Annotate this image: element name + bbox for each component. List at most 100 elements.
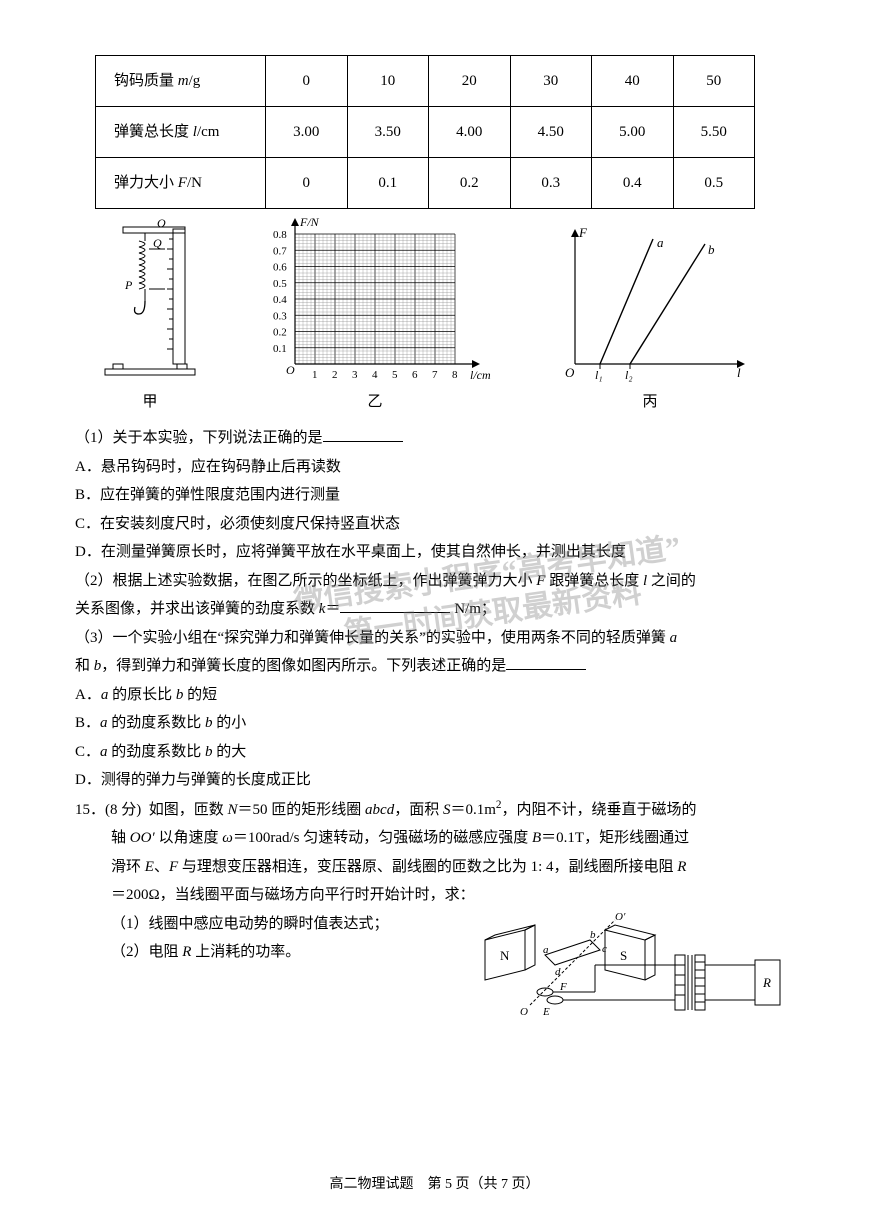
figure-yi: F/N l/cm O 0.1 0.2 0.3 0.4 0.5 0.6 0.7 0.8 1 2 3 4…: [250, 214, 500, 417]
svg-text:2: 2: [332, 369, 338, 381]
figure-bing: a b l₁ l₂ O F l 丙: [545, 219, 755, 417]
footer-text: 页（共: [452, 1177, 501, 1192]
figure-row: O Q P 甲 F/N l/cm O 0.10.20.30.40.50.60.7…: [95, 221, 755, 416]
svg-text:0.3: 0.3: [273, 310, 287, 322]
label-R: R: [762, 975, 771, 990]
svg-text:3: 3: [352, 369, 358, 381]
label-O: O: [520, 1006, 528, 1018]
x-axis-label: l/cm: [470, 368, 491, 382]
table-cell: 20: [429, 56, 511, 107]
circuit-diagram: N S a b c d O′ O F E: [475, 910, 794, 1040]
table-cell: 4.00: [429, 107, 511, 158]
table-cell: 5.00: [592, 107, 674, 158]
table-header-cell: 钩码质量 m/g: [96, 56, 266, 107]
label-P: P: [124, 278, 133, 292]
q3-line1: （3）一个实验小组在“探究弹力和弹簧伸长量的关系”的实验中，使用两条不同的轻质弹…: [75, 624, 794, 653]
table-cell: 0.5: [673, 158, 755, 209]
label-E: E: [542, 1006, 550, 1018]
magnet-n: N: [500, 948, 510, 963]
label-a: a: [543, 944, 549, 956]
table-cell: 3.50: [347, 107, 429, 158]
table-header-cell: 弹簧总长度 l/cm: [96, 107, 266, 158]
magnet-s: S: [620, 948, 627, 963]
table-header-cell: 弹力大小 F/N: [96, 158, 266, 209]
table-row: 弹力大小 F/N 0 0.1 0.2 0.3 0.4 0.5: [96, 158, 755, 209]
table-cell: 50: [673, 56, 755, 107]
grid-chart: F/N l/cm O 0.1 0.2 0.3 0.4 0.5 0.6 0.7 0.8 1 2 3 4…: [250, 214, 500, 384]
figure-label: 乙: [367, 388, 382, 417]
line-a-label: a: [657, 235, 664, 250]
svg-text:0.2: 0.2: [273, 326, 287, 338]
q15-line3: 滑环 E、F 与理想变压器相连，变压器原、副线圈的匝数之比为 1: 4，副线圈所…: [111, 853, 794, 882]
data-table: 钩码质量 m/g 0 10 20 30 40 50 弹簧总长度 l/cm 3.0…: [95, 55, 755, 209]
table-cell: 40: [592, 56, 674, 107]
q15-p2: （2）电阻 R 上消耗的功率。: [111, 938, 445, 967]
label-O: O: [157, 219, 166, 230]
origin-label: O: [565, 365, 575, 380]
svg-text:0.6: 0.6: [273, 261, 287, 273]
q2-line1: （2）根据上述实验数据，在图乙所示的坐标纸上，作出弹簧弹力大小 F 跟弹簧总长度…: [75, 567, 794, 596]
svg-text:1: 1: [312, 369, 318, 381]
table-cell: 10: [347, 56, 429, 107]
svg-text:0.5: 0.5: [273, 277, 287, 289]
table-cell: 0.1: [347, 158, 429, 209]
label-Q: Q: [153, 236, 162, 250]
l2-label: l₂: [625, 368, 633, 382]
svg-text:0.1: 0.1: [273, 342, 287, 354]
footer-page: 5: [445, 1177, 452, 1192]
svg-text:4: 4: [372, 369, 378, 381]
footer-total: 7: [501, 1177, 508, 1192]
footer-text: 页）: [508, 1177, 540, 1192]
table-cell: 5.50: [673, 107, 755, 158]
svg-text:7: 7: [432, 369, 438, 381]
label-F: F: [559, 981, 567, 993]
q2-unit: N/m；: [450, 601, 495, 617]
q1-opt-b: B．应在弹簧的弹性限度范围内进行测量: [75, 481, 794, 510]
q3-opt-b: B．a 的劲度系数比 b 的小: [75, 709, 794, 738]
q2-line2: 关系图像，并求出该弹簧的劲度系数 k＝ N/m；: [75, 595, 794, 624]
svg-text:6: 6: [412, 369, 418, 381]
q15-p1: （1）线圈中感应电动势的瞬时值表达式；: [111, 910, 445, 939]
label-c: c: [602, 943, 607, 955]
page: 钩码质量 m/g 0 10 20 30 40 50 弹簧总长度 l/cm 3.0…: [0, 0, 869, 1229]
q3-line2: 和 b，得到弹力和弹簧长度的图像如图丙所示。下列表述正确的是: [75, 652, 794, 681]
table-cell: 0.2: [429, 158, 511, 209]
apparatus-icon: O Q P: [95, 219, 205, 384]
figure-label: 丙: [642, 388, 657, 417]
q1-stem: （1）关于本实验，下列说法正确的是: [75, 424, 794, 453]
svg-text:5: 5: [392, 369, 398, 381]
q15-line1: 15．(8 分) 如图，匝数 N＝50 匝的矩形线圈 abcd，面积 S＝0.1…: [75, 795, 794, 825]
figure-label: 甲: [142, 388, 157, 417]
table-cell: 0: [266, 158, 348, 209]
l1-label: l₁: [595, 368, 603, 382]
q3-opt-c: C．a 的劲度系数比 b 的大: [75, 738, 794, 767]
q1-stem-text: （1）关于本实验，下列说法正确的是: [75, 430, 323, 446]
y-axis-label: F/N: [299, 215, 320, 229]
origin-label: O: [286, 363, 295, 377]
svg-text:0.7: 0.7: [273, 245, 287, 257]
table-cell: 30: [510, 56, 592, 107]
q1-opt-a: A．悬吊钩码时，应在钩码静止后再读数: [75, 453, 794, 482]
figure-jia: O Q P 甲: [95, 219, 205, 417]
q3-opt-a: A．a 的原长比 b 的短: [75, 681, 794, 710]
page-footer: 高二物理试题 第 5 页（共 7 页）: [0, 1172, 869, 1199]
q1-opt-c: C．在安装刻度尺时，必须使刻度尺保持竖直状态: [75, 510, 794, 539]
footer-text: 高二物理试题 第: [330, 1177, 446, 1192]
table-row: 弹簧总长度 l/cm 3.00 3.50 4.00 4.50 5.00 5.50: [96, 107, 755, 158]
x-axis-label: l: [737, 365, 741, 380]
table-cell: 0: [266, 56, 348, 107]
line-b-label: b: [708, 242, 715, 257]
table-cell: 0.4: [592, 158, 674, 209]
svg-text:0.4: 0.4: [273, 294, 287, 306]
table-cell: 3.00: [266, 107, 348, 158]
svg-text:8: 8: [452, 369, 458, 381]
label-d: d: [555, 966, 561, 978]
table-cell: 4.50: [510, 107, 592, 158]
q15-line4: ＝200Ω，当线圈平面与磁场方向平行时开始计时，求：: [111, 881, 794, 910]
table-cell: 0.3: [510, 158, 592, 209]
line-graph: a b l₁ l₂ O F l: [545, 219, 755, 384]
q3-opt-d: D．测得的弹力与弹簧的长度成正比: [75, 766, 794, 795]
svg-text:0.8: 0.8: [273, 229, 287, 241]
table-row: 钩码质量 m/g 0 10 20 30 40 50: [96, 56, 755, 107]
q1-opt-d: D．在测量弹簧原长时，应将弹簧平放在水平桌面上，使其自然伸长，并测出其长度: [75, 538, 794, 567]
